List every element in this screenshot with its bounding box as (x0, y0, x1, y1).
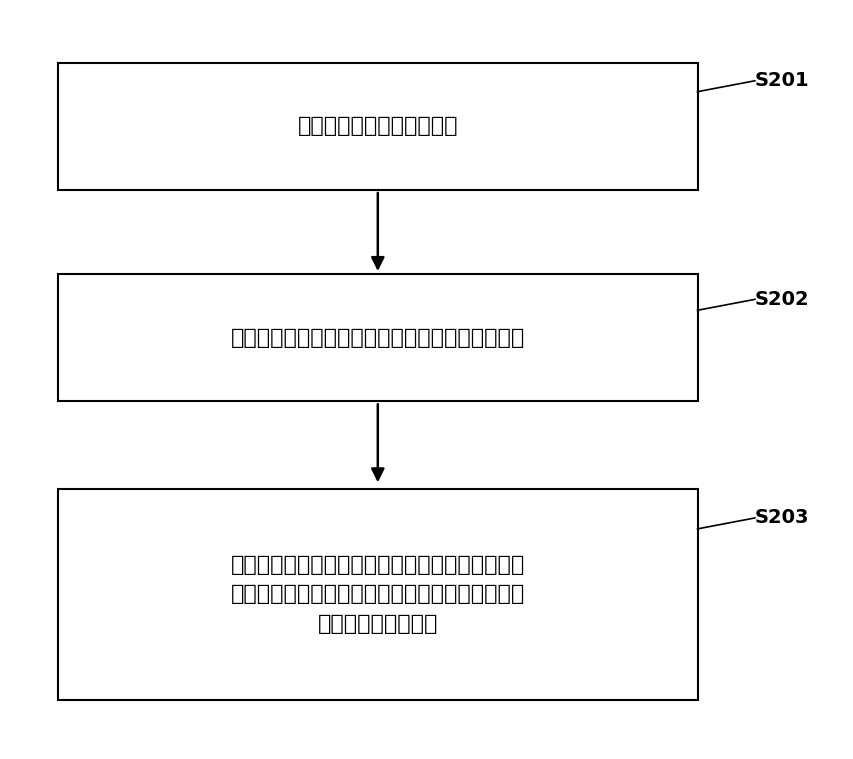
Text: 通过初始表面地形仿真模型，基于版图信息以及初
始时刻环境信息进行沉积仿真，生成待仿真芯片的
电化学沉积仿真结果: 通过初始表面地形仿真模型，基于版图信息以及初 始时刻环境信息进行沉积仿真，生成待… (230, 555, 525, 634)
Text: S201: S201 (754, 71, 809, 90)
FancyBboxPatch shape (58, 489, 697, 700)
Text: 获取待仿真芯片的版图信息: 获取待仿真芯片的版图信息 (297, 116, 457, 137)
Text: 获取初始时刻环境信息以及初始表面地形仿真模型: 获取初始时刻环境信息以及初始表面地形仿真模型 (230, 328, 525, 348)
FancyBboxPatch shape (58, 62, 697, 190)
Text: S203: S203 (754, 509, 809, 528)
Text: S202: S202 (754, 290, 809, 309)
FancyBboxPatch shape (58, 274, 697, 402)
